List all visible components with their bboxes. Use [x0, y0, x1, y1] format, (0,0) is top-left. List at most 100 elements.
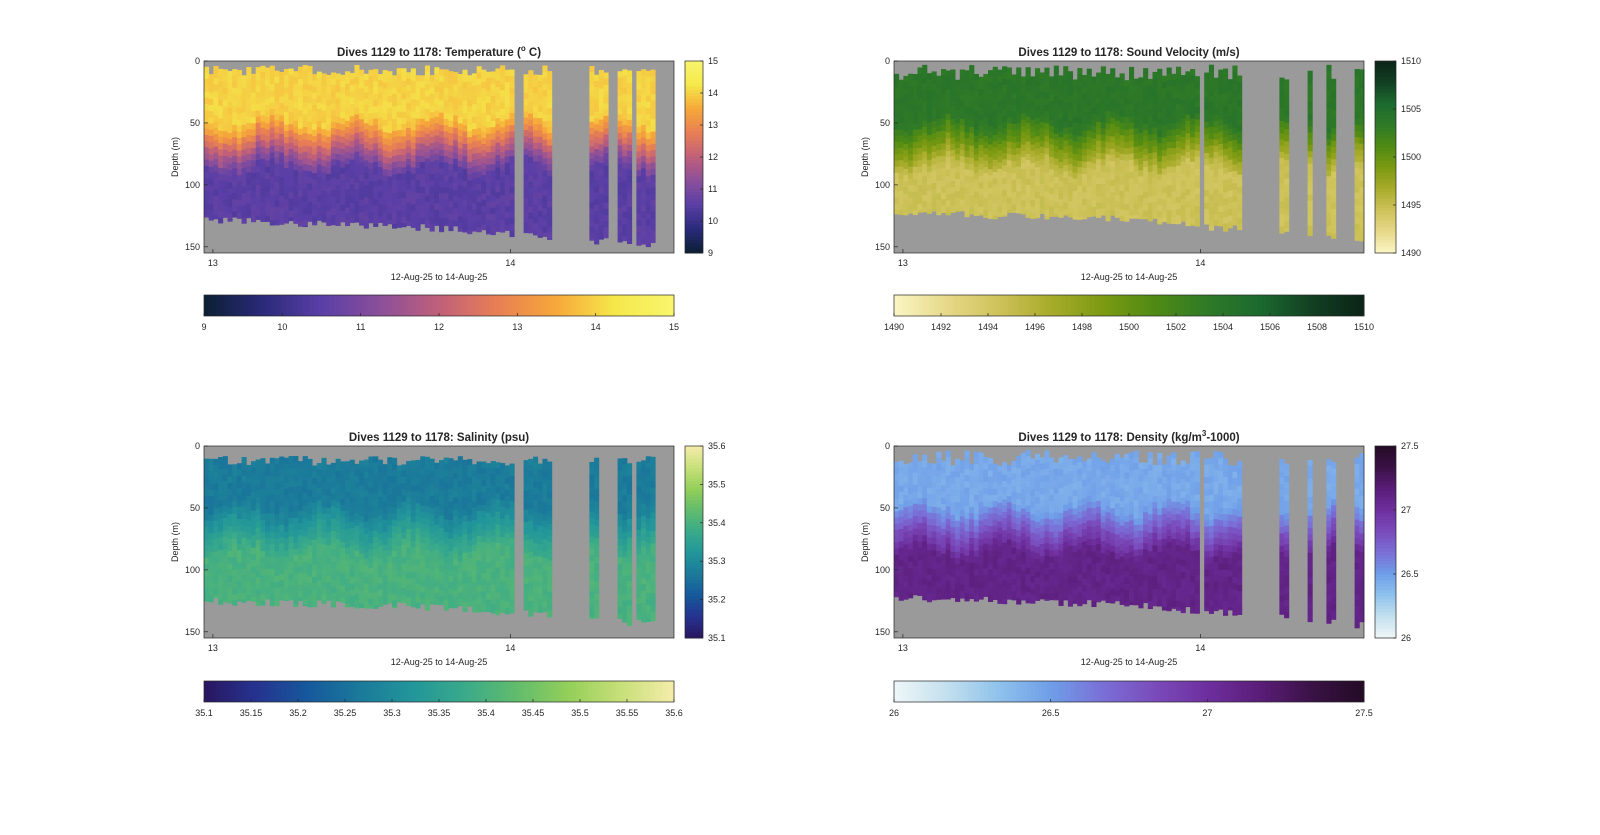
heatmap-cell [336, 142, 341, 149]
heatmap-cell [604, 116, 609, 123]
heatmap-cell [495, 68, 500, 75]
heatmap-cell [960, 107, 965, 114]
heatmap-cell [218, 118, 223, 125]
heatmap-cell [279, 494, 284, 501]
heatmap-cell [204, 67, 209, 74]
hcolorbar-segment [251, 295, 255, 316]
heatmap-cell [988, 89, 993, 96]
heatmap-cell [1035, 149, 1040, 156]
heatmap-cell [411, 217, 416, 224]
heatmap-cell [1026, 216, 1031, 218]
hcolorbar-segment [1239, 295, 1243, 316]
heatmap-cell [1153, 152, 1158, 159]
heatmap-cell [265, 216, 270, 222]
colorbar-segment [685, 227, 703, 231]
heatmap-cell [1016, 123, 1021, 130]
heatmap-cell [495, 168, 500, 175]
hcolorbar-segment [314, 295, 318, 316]
heatmap-cell [974, 198, 979, 205]
heatmap-cell [1049, 76, 1054, 83]
heatmap-cell [1279, 164, 1284, 171]
hcolorbar-segment [918, 295, 922, 316]
heatmap-cell [1077, 68, 1082, 75]
heatmap-cell [510, 156, 515, 163]
heatmap-cell [500, 214, 505, 221]
heatmap-cell [364, 130, 369, 137]
heatmap-cell [209, 117, 214, 124]
heatmap-cell [279, 221, 284, 225]
heatmap-cell [430, 199, 435, 206]
heatmap-cell [1091, 83, 1096, 90]
heatmap-cell [491, 202, 496, 209]
heatmap-cell [1059, 187, 1064, 194]
heatmap-cell [1124, 80, 1129, 87]
heatmap-cell [491, 183, 496, 190]
heatmap-cell [1016, 142, 1021, 149]
heatmap-cell [913, 93, 918, 100]
heatmap-cell [1279, 214, 1284, 221]
heatmap-cell [1124, 142, 1129, 149]
hcolorbar-segment [1223, 295, 1227, 316]
heatmap-cell [354, 189, 359, 196]
hcolorbar-tick-label: 1492 [931, 322, 951, 332]
heatmap-cell [946, 157, 951, 164]
heatmap-cell [463, 119, 468, 126]
heatmap-cell [1157, 100, 1162, 107]
heatmap-cell [411, 118, 416, 125]
heatmap-cell [1016, 117, 1021, 124]
heatmap-cell [223, 175, 228, 182]
heatmap-cell [1026, 185, 1031, 192]
heatmap-cell [369, 163, 374, 170]
hcolorbar-segment [1309, 295, 1313, 316]
heatmap-cell [1195, 89, 1200, 96]
heatmap-cell [1157, 180, 1162, 187]
heatmap-cell [1148, 209, 1153, 216]
heatmap-cell [275, 570, 280, 577]
heatmap-cell [908, 185, 913, 192]
heatmap-cell [1049, 169, 1054, 176]
heatmap-cell [251, 80, 256, 87]
heatmap-cell [589, 153, 594, 160]
heatmap-cell [463, 169, 468, 176]
heatmap-cell [1110, 186, 1115, 193]
heatmap-cell [1035, 167, 1040, 174]
heatmap-cell [481, 194, 486, 201]
heatmap-cell [486, 227, 491, 234]
heatmap-cell [1054, 177, 1059, 184]
heatmap-cell [594, 93, 599, 100]
heatmap-cell [1308, 77, 1313, 84]
heatmap-cell [420, 113, 425, 120]
heatmap-cell [1054, 140, 1059, 147]
heatmap-cell [979, 95, 984, 102]
heatmap-cell [218, 463, 223, 470]
heatmap-cell [444, 138, 449, 145]
heatmap-cell [528, 120, 533, 127]
heatmap-cell [1143, 204, 1148, 211]
heatmap-cell [463, 88, 468, 95]
heatmap-cell [1134, 110, 1139, 117]
heatmap-cell [1110, 99, 1115, 106]
heatmap-cell [228, 189, 233, 196]
heatmap-cell [232, 464, 237, 471]
heatmap-cell [589, 202, 594, 209]
heatmap-cell [477, 72, 482, 79]
heatmap-cell [322, 204, 327, 211]
heatmap-cell [1204, 73, 1209, 80]
heatmap-cell [1355, 88, 1360, 95]
heatmap-cell [1284, 79, 1289, 86]
heatmap-cell [401, 118, 406, 125]
heatmap-cell [213, 128, 218, 135]
heatmap-cell [1209, 189, 1214, 196]
heatmap-cell [1279, 140, 1284, 147]
heatmap-cell [425, 140, 430, 147]
heatmap-cell [270, 551, 275, 558]
heatmap-cell [265, 525, 270, 532]
heatmap-cell [1176, 141, 1181, 148]
heatmap-cell [1101, 203, 1106, 210]
heatmap-cell [270, 526, 275, 533]
hcolorbar-segment [549, 295, 553, 316]
hcolorbar-segment [525, 295, 529, 316]
heatmap-cell [312, 105, 317, 112]
heatmap-cell [1204, 134, 1209, 141]
heatmap-cell [223, 144, 228, 151]
